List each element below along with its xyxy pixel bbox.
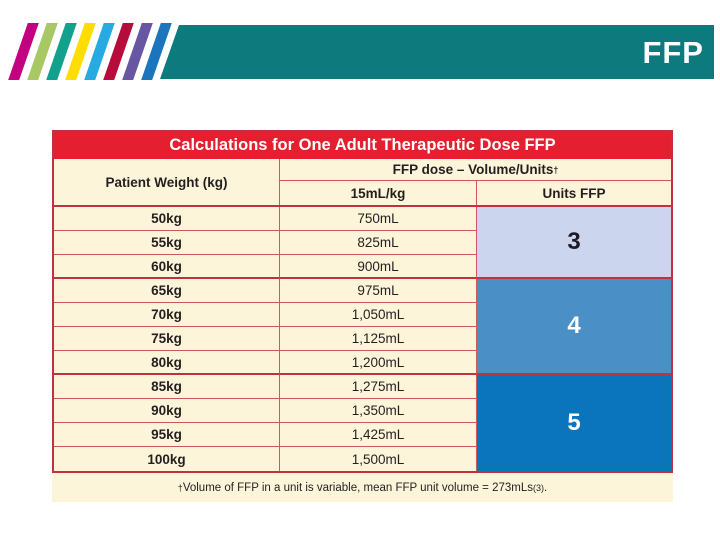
decorative-stripes — [0, 23, 172, 80]
table-title: Calculations for One Adult Therapeutic D… — [54, 132, 671, 159]
ffp-dose-table: Calculations for One Adult Therapeutic D… — [52, 130, 673, 502]
weight-cell: 95kg — [54, 423, 280, 447]
table-main: Calculations for One Adult Therapeutic D… — [52, 130, 673, 473]
volume-cell: 1,425mL — [280, 423, 477, 447]
weight-cell: 75kg — [54, 327, 280, 351]
volume-cell: 1,350mL — [280, 399, 477, 423]
weight-cell: 90kg — [54, 399, 280, 423]
weight-cell: 60kg — [54, 255, 280, 279]
footnote-text: Volume of FFP in a unit is variable, mea… — [182, 481, 533, 494]
weight-cell: 85kg — [54, 375, 280, 399]
weight-cell: 70kg — [54, 303, 280, 327]
table-footnote: † Volume of FFP in a unit is variable, me… — [52, 473, 673, 502]
column-header-rate: 15mL/kg — [280, 181, 477, 205]
volume-cell: 750mL — [280, 207, 477, 231]
volume-cell: 975mL — [280, 279, 477, 303]
volume-cell: 1,200mL — [280, 351, 477, 375]
units-cell-3: 3 — [477, 207, 671, 279]
weight-cell: 55kg — [54, 231, 280, 255]
volume-cell: 1,275mL — [280, 375, 477, 399]
volume-cell: 1,050mL — [280, 303, 477, 327]
table-header: Patient Weight (kg) FFP dose – Volume/Un… — [54, 159, 671, 207]
page-title: FFP — [642, 34, 704, 70]
units-cell-4: 4 — [477, 279, 671, 375]
column-header-weight: Patient Weight (kg) — [54, 159, 280, 205]
footnote-period: . — [544, 481, 548, 494]
column-header-dose: FFP dose – Volume/Units † — [280, 159, 671, 181]
column-header-units: Units FFP — [542, 185, 606, 201]
volume-cell: 825mL — [280, 231, 477, 255]
volume-cell: 1,500mL — [280, 447, 477, 471]
table-body: 50kg 750mL 3 55kg 825mL 60kg 900mL 65kg … — [54, 207, 671, 471]
volume-cell: 900mL — [280, 255, 477, 279]
units-cell-5: 5 — [477, 375, 671, 471]
column-header-dose-text: FFP dose – Volume/Units — [392, 162, 554, 177]
header-bar: FFP — [160, 25, 714, 79]
weight-cell: 65kg — [54, 279, 280, 303]
weight-cell: 100kg — [54, 447, 280, 471]
weight-cell: 80kg — [54, 351, 280, 375]
volume-cell: 1,125mL — [280, 327, 477, 351]
weight-cell: 50kg — [54, 207, 280, 231]
